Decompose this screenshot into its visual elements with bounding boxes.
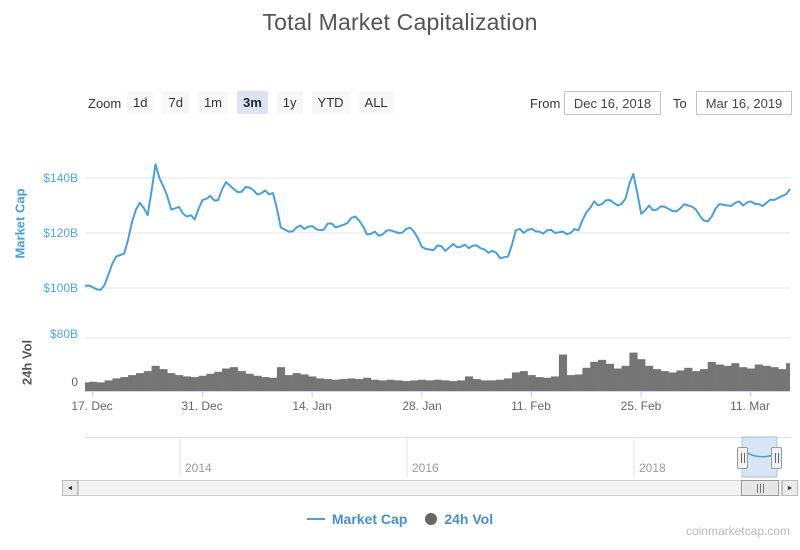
navigator-year-2014: 2014 [185, 461, 212, 475]
x-tick-25-feb: 25. Feb [620, 399, 662, 413]
right-arrow-icon: ► [786, 484, 794, 492]
zoom-button-1d[interactable]: 1d [127, 91, 154, 114]
zoom-button-1m[interactable]: 1m [197, 91, 228, 114]
zoom-button-group: 1d 7d 1m 3m 1y YTD ALL [127, 91, 394, 114]
navigator-year-2018: 2018 [639, 461, 666, 475]
from-date-input[interactable] [564, 91, 661, 115]
navigator-handle-right[interactable] [771, 447, 782, 469]
y-tick-80b: $80B [49, 327, 78, 341]
page-title: Total Market Capitalization [262, 9, 538, 35]
scrollbar-thumb[interactable] [741, 480, 779, 496]
market-cap-axis-title: Market Cap [12, 188, 28, 259]
to-label: To [673, 96, 687, 111]
watermark: coinmarketcap.com [685, 524, 790, 538]
zoom-button-ytd[interactable]: YTD [311, 91, 350, 114]
y-tick-0: 0 [71, 375, 78, 389]
legend-24h-vol-label: 24h Vol [444, 511, 494, 527]
market-cap-series-line [84, 163, 791, 291]
zoom-button-all[interactable]: ALL [358, 91, 394, 114]
left-arrow-icon: ◄ [66, 484, 74, 492]
x-tick-31-dec: 31. Dec [181, 399, 223, 413]
market-cap-plot-area[interactable] [85, 150, 790, 300]
to-date-input[interactable] [696, 91, 792, 115]
navigator-year-2016: 2016 [412, 461, 439, 475]
y-tick-140b: $140B [43, 171, 78, 185]
legend: Market Cap 24h Vol [0, 511, 800, 527]
y-tick-100b: $100B [43, 281, 78, 295]
legend-item-market-cap[interactable]: Market Cap [306, 511, 408, 527]
zoom-button-1y[interactable]: 1y [276, 91, 303, 114]
x-tick-28-jan: 28. Jan [402, 399, 442, 413]
navigator-handle-left[interactable] [737, 447, 748, 469]
volume-dot-icon [425, 513, 438, 525]
x-tick-17-dec: 17. Dec [71, 399, 113, 413]
legend-market-cap-label: Market Cap [331, 511, 408, 527]
from-label: From [530, 96, 561, 111]
scrollbar-left-button[interactable]: ◄ [62, 480, 78, 496]
x-tick-14-jan: 14. Jan [292, 399, 332, 413]
x-tick-11-mar: 11. Mar [730, 399, 770, 413]
market-cap-line-icon [306, 518, 325, 520]
x-tick-11-feb: 11. Feb [511, 399, 551, 413]
zoom-button-7d[interactable]: 7d [162, 91, 189, 114]
y-tick-120b: $120B [43, 226, 78, 240]
legend-item-24h-vol[interactable]: 24h Vol [425, 511, 493, 527]
main-gridlines [85, 177, 790, 289]
scrollbar-right-button[interactable]: ► [782, 480, 798, 496]
volume-plot-area[interactable] [85, 333, 790, 391]
scrollbar-track[interactable] [78, 480, 782, 496]
series-layer [84, 163, 791, 392]
zoom-button-3m[interactable]: 3m [237, 91, 268, 114]
x-axis-ticks [92, 391, 752, 397]
zoom-label: Zoom [88, 96, 122, 111]
